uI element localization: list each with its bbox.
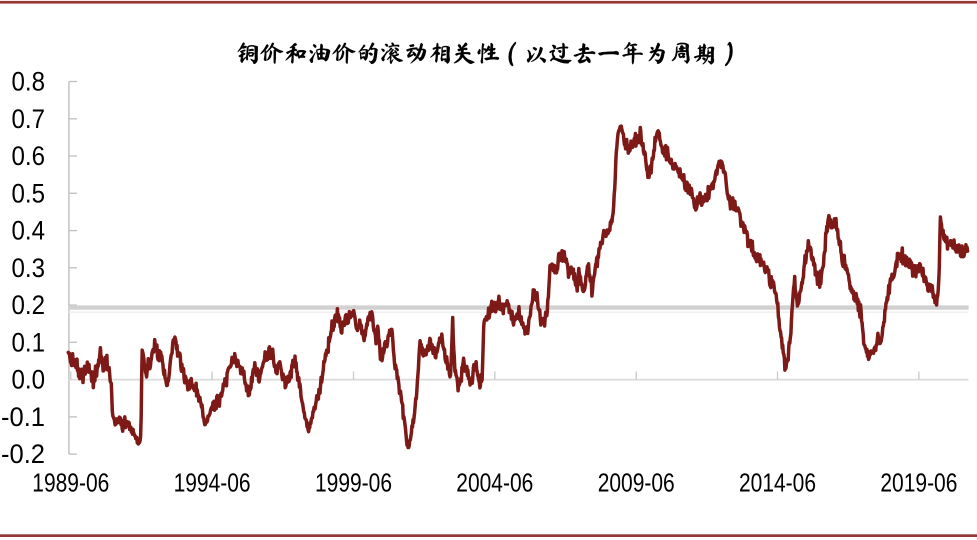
svg-text:1999-06: 1999-06 (315, 467, 392, 497)
svg-text:0.6: 0.6 (12, 141, 46, 171)
svg-text:1994-06: 1994-06 (174, 467, 251, 497)
svg-text:0.5: 0.5 (12, 178, 46, 208)
svg-text:0.1: 0.1 (12, 327, 46, 357)
svg-text:2019-06: 2019-06 (880, 467, 957, 497)
svg-text:2009-06: 2009-06 (598, 467, 675, 497)
svg-text:0.4: 0.4 (12, 216, 46, 246)
svg-text:-0.1: -0.1 (1, 402, 45, 432)
svg-text:-0.2: -0.2 (1, 439, 45, 469)
svg-text:0.8: 0.8 (12, 67, 46, 97)
svg-text:1989-06: 1989-06 (32, 467, 109, 497)
svg-text:2004-06: 2004-06 (456, 467, 533, 497)
svg-text:2014-06: 2014-06 (739, 467, 816, 497)
svg-text:0.0: 0.0 (12, 365, 46, 395)
svg-text:0.7: 0.7 (12, 104, 46, 134)
svg-text:0.3: 0.3 (12, 253, 46, 283)
svg-text:0.2: 0.2 (12, 290, 46, 320)
